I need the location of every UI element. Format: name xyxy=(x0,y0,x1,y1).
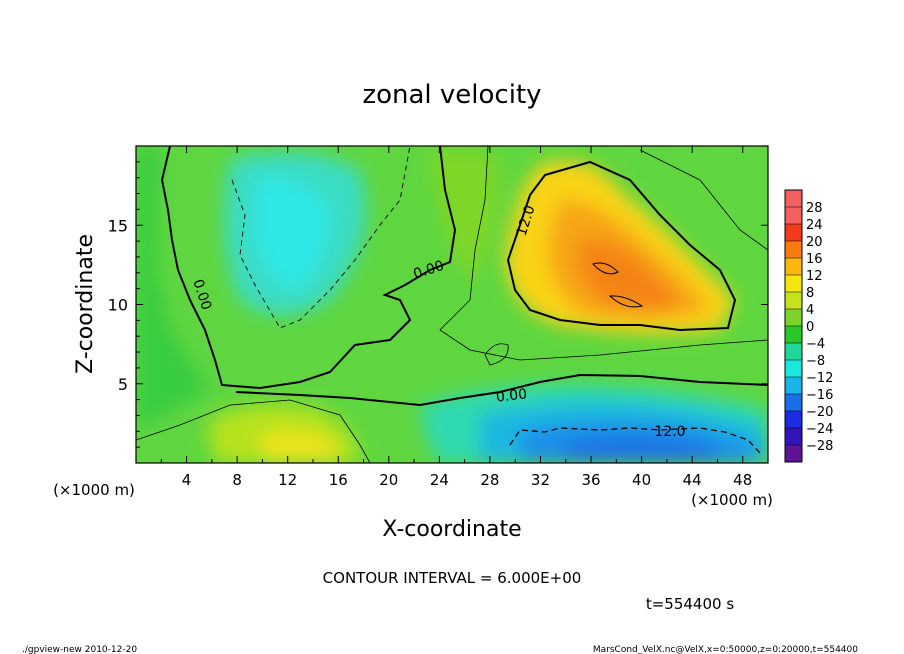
colorbar-label: 12 xyxy=(806,269,823,284)
heatmap-field xyxy=(136,146,768,463)
x-tick-label: 44 xyxy=(683,471,702,489)
colorbar-swatch xyxy=(785,190,802,208)
x-tick-label: 8 xyxy=(232,471,242,489)
z-tick-label: 10 xyxy=(108,296,128,315)
colorbar-swatch xyxy=(785,292,802,310)
x-axis-label: X-coordinate xyxy=(382,517,521,542)
x-tick-label: 40 xyxy=(632,471,651,489)
contour-thin-upper xyxy=(439,146,768,361)
colorbar-swatch xyxy=(785,326,802,344)
contour-core-1 xyxy=(592,262,619,275)
colorbar-label: 16 xyxy=(806,252,823,267)
contour-core-2 xyxy=(608,295,644,308)
contour-thin-right xyxy=(639,149,768,251)
z-axis: 5 10 15 xyxy=(108,161,768,448)
colorbar-swatch xyxy=(785,428,802,446)
contour-label: 12.0 xyxy=(654,424,685,440)
contour-twelve-upper xyxy=(506,160,737,332)
x-tick-label: 24 xyxy=(430,471,449,489)
colorbar: 28 24 20 16 12 8 4 0 −4 −8 −12 −16 −20 −24 −28 xyxy=(784,189,833,463)
contour-label: 0.00 xyxy=(495,386,528,405)
x-tick-label: 12 xyxy=(278,471,297,489)
colorbar-label: 8 xyxy=(806,286,814,301)
contour-zero-left xyxy=(160,146,457,390)
footer-right: MarsCond_VelX.nc@VelX,x=0:50000,z=0:2000… xyxy=(593,645,858,654)
x-tick-label: 20 xyxy=(379,471,398,489)
x-unit-label: (×1000 m) xyxy=(691,491,773,509)
x-axis: 4 8 12 16 20 24 28 32 36 40 44 48 xyxy=(160,146,752,489)
contour-thin-lower xyxy=(136,399,371,463)
contour-interval-text: CONTOUR INTERVAL = 6.000E+00 xyxy=(323,569,582,587)
colorbar-swatch xyxy=(785,343,802,361)
z-tick-label: 15 xyxy=(108,216,128,235)
time-label: t=554400 s xyxy=(646,595,734,613)
x-tick-label: 32 xyxy=(531,471,550,489)
x-tick-label: 28 xyxy=(480,471,499,489)
x-tick-label: 4 xyxy=(182,471,192,489)
colorbar-label: −12 xyxy=(806,371,833,386)
colorbar-label: −24 xyxy=(806,422,833,437)
x-tick-label: 16 xyxy=(329,471,348,489)
colorbar-label: 20 xyxy=(806,235,823,250)
colorbar-swatch xyxy=(785,360,802,378)
colorbar-swatch xyxy=(785,377,802,395)
colorbar-label: −16 xyxy=(806,388,833,403)
colorbar-swatch xyxy=(785,207,802,225)
colorbar-swatch xyxy=(785,275,802,293)
colorbar-swatch xyxy=(785,411,802,429)
x-tick-label: 36 xyxy=(581,471,600,489)
colorbar-label: 24 xyxy=(806,218,823,233)
colorbar-label: −4 xyxy=(806,337,825,352)
colorbar-swatch xyxy=(785,241,802,259)
colorbar-swatch xyxy=(785,394,802,412)
contour-thin-blob xyxy=(484,343,509,366)
contour-thin-left xyxy=(231,146,411,329)
chart-title: zonal velocity xyxy=(362,80,541,110)
colorbar-label: −28 xyxy=(806,439,833,454)
colorbar-label: 4 xyxy=(806,303,814,318)
colorbar-swatch xyxy=(785,445,802,463)
y-axis-label: Z-coordinate xyxy=(73,234,98,374)
colorbar-swatch xyxy=(785,258,802,276)
z-tick-label: 5 xyxy=(118,375,128,394)
x-tick-label: 48 xyxy=(733,471,752,489)
colorbar-swatch xyxy=(785,309,802,327)
contour-lines xyxy=(136,146,768,463)
colorbar-label: −8 xyxy=(806,354,825,369)
colorbar-label: 0 xyxy=(806,320,814,335)
colorbar-label: −20 xyxy=(806,405,833,420)
footer-left: ./gpview-new 2010-12-20 xyxy=(22,645,137,654)
contour-zero-lower xyxy=(235,373,768,407)
colorbar-swatch xyxy=(785,224,802,242)
colorbar-label: 28 xyxy=(806,201,823,216)
contour-twelve-lower xyxy=(509,427,763,456)
z-unit-label: (×1000 m) xyxy=(53,481,135,499)
